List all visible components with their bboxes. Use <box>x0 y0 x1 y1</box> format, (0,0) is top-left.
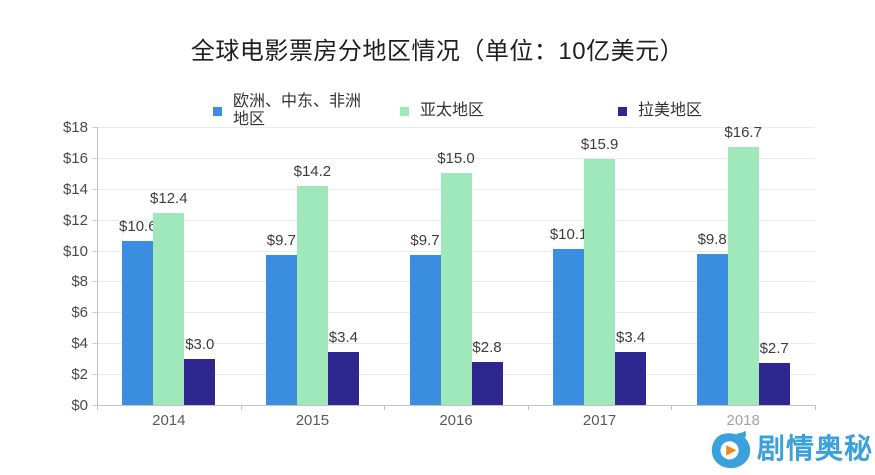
y-axis-tick <box>92 312 97 314</box>
bar <box>440 173 472 405</box>
y-axis-label: $4 <box>71 335 88 353</box>
x-axis-label: 2018 <box>726 412 760 429</box>
bar <box>265 255 297 405</box>
legend-item: 拉美地区 <box>618 91 702 131</box>
bar-value-label: $14.2 <box>293 162 332 180</box>
y-axis-tick <box>92 374 97 376</box>
x-axis-tick <box>815 405 816 410</box>
y-axis-label: $0 <box>71 397 88 414</box>
legend-label: 拉美地区 <box>638 102 703 119</box>
bar <box>184 358 216 405</box>
y-axis-tick <box>92 157 97 159</box>
gridline <box>97 157 815 159</box>
bar <box>153 213 185 405</box>
bar <box>696 253 728 405</box>
x-axis-tick <box>671 405 673 410</box>
y-axis-label: $12 <box>62 211 88 229</box>
y-axis-label: $18 <box>62 119 88 136</box>
watermark-logo-icon <box>711 429 751 469</box>
x-axis-label: 2014 <box>152 412 186 429</box>
bar-value-label: $15.0 <box>437 150 475 168</box>
bar-value-label: $15.9 <box>580 136 619 154</box>
bar <box>615 352 647 405</box>
bar <box>727 147 759 405</box>
bar <box>122 241 154 405</box>
bar-value-label: $10.1 <box>549 226 588 243</box>
bar-value-label: $2.8 <box>472 338 502 356</box>
bar <box>409 255 441 405</box>
x-axis-tick <box>527 405 529 410</box>
bar <box>471 361 503 405</box>
bar-value-label: $3.4 <box>328 329 358 347</box>
y-axis-tick <box>92 281 97 283</box>
bar <box>758 363 790 405</box>
bar <box>553 249 585 405</box>
y-axis-label: $2 <box>71 366 88 384</box>
y-axis-tick <box>92 405 97 406</box>
bar-value-label: $10.6 <box>119 218 157 236</box>
legend-swatch-icon <box>400 106 409 116</box>
y-axis-tick <box>92 250 97 252</box>
y-axis-tick <box>92 343 97 345</box>
y-axis-label: $14 <box>62 180 88 198</box>
legend-label: 亚太地区 <box>420 102 485 119</box>
legend-swatch-icon <box>618 106 627 116</box>
x-axis-label: 2016 <box>439 412 473 429</box>
y-axis-tick <box>92 127 97 128</box>
bar <box>296 185 328 405</box>
y-axis-line <box>97 127 98 405</box>
legend-swatch-icon <box>213 106 222 116</box>
y-axis-label: $10 <box>62 242 88 260</box>
gridline <box>97 127 815 128</box>
x-axis-line <box>97 405 816 406</box>
bar <box>584 159 616 405</box>
bar-value-label: $12.4 <box>150 190 188 208</box>
x-axis-tick <box>97 405 98 410</box>
bar <box>327 352 359 405</box>
legend-item: 亚太地区 <box>400 91 484 131</box>
bar-value-label: $2.7 <box>759 340 789 358</box>
y-axis-tick <box>92 219 97 221</box>
bar-value-label: $3.4 <box>615 329 646 347</box>
watermark-text: 剧情奥秘 <box>757 433 874 464</box>
chart-title: 全球电影票房分地区情况（单位：10亿美元） <box>190 38 685 65</box>
bar-value-label: $16.7 <box>724 124 762 142</box>
bar-value-label: $9.7 <box>266 232 296 250</box>
legend-label: 欧洲、中东、非洲地区 <box>233 93 362 128</box>
legend-item: 欧洲、中东、非洲地区 <box>213 91 367 131</box>
bar-value-label: $9.8 <box>697 230 727 248</box>
watermark: 剧情奥秘 <box>708 424 873 470</box>
y-axis-label: $16 <box>62 149 88 167</box>
bar-value-label: $3.0 <box>185 335 215 353</box>
x-axis-label: 2015 <box>295 412 330 429</box>
x-axis-tick <box>240 405 242 410</box>
y-axis-label: $8 <box>71 273 88 291</box>
y-axis-tick <box>92 188 97 190</box>
bar-value-label: $9.7 <box>410 232 440 250</box>
x-axis-tick <box>384 405 386 410</box>
x-axis-label: 2017 <box>582 412 617 429</box>
y-axis-label: $6 <box>71 304 88 322</box>
